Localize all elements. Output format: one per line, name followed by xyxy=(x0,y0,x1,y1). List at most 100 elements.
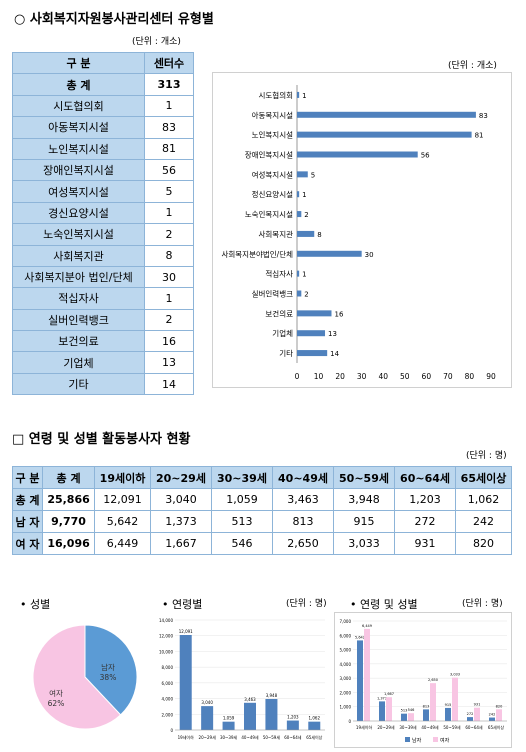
table1-row-label: 경신요양시설 xyxy=(12,201,145,225)
table1-row-value: 56 xyxy=(144,158,194,182)
chart3-value-label: 3,040 xyxy=(201,700,213,705)
chart1-bar xyxy=(297,191,300,198)
table1-row-label: 아동복지시설 xyxy=(12,116,145,139)
chart1-bar xyxy=(297,230,315,237)
table1-row: 적십자사 1 xyxy=(12,287,194,310)
age-bar-svg: 0 2,000 4,000 6,000 8,000 10,000 12,000 14,000 1… xyxy=(159,618,325,740)
table2-header-cell: 20~29세 xyxy=(149,466,212,489)
table1-total-label: 총 계 xyxy=(12,73,145,96)
table1-row-label: 여성복지시설 xyxy=(12,180,145,203)
chart3-y-tick: 10,000 xyxy=(159,649,173,654)
table1-row: 장애인복지시설 56 xyxy=(12,158,194,182)
table2-cell: 3,033 xyxy=(332,532,396,555)
table1-row-label: 적십자사 xyxy=(12,287,145,310)
table2-cell: 6,449 xyxy=(94,532,151,555)
table2-header-cell: 30~39세 xyxy=(210,466,273,489)
chart4-value-label: 3,033 xyxy=(450,673,460,677)
chart3-value-label: 1,062 xyxy=(309,716,321,721)
chart1-category-label: 사회복지관 xyxy=(259,229,294,239)
chart3-bar xyxy=(286,720,299,730)
table1-row: 실버인력뱅크 2 xyxy=(12,308,194,332)
table2-unit: (단위 : 명) xyxy=(466,451,507,461)
table1-row-value: 2 xyxy=(144,223,194,246)
chart4-value-label: 931 xyxy=(474,703,481,707)
chart3-category-label: 50~59세 xyxy=(263,734,281,740)
table1-row-value: 81 xyxy=(144,137,194,160)
table2-row-total: 16,096 xyxy=(42,532,96,555)
chart1-bar xyxy=(297,310,332,317)
chart4-value-label: 820 xyxy=(496,704,503,708)
chart1-bar xyxy=(297,350,328,357)
table1-row-label: 실버인력뱅크 xyxy=(12,308,145,332)
table2-cell: 513 xyxy=(210,510,273,533)
table2-cell: 272 xyxy=(394,510,457,533)
chart1-category-label: 기타 xyxy=(279,349,293,358)
chart4-value-label: 242 xyxy=(489,713,496,717)
chart3-category-label: 19세이하 xyxy=(178,734,194,740)
chart4-category-label: 19세이하 xyxy=(356,724,372,730)
chart4-bar xyxy=(430,683,436,721)
table2-cell: 1,203 xyxy=(394,488,457,511)
table1-row-label: 보건의료 xyxy=(12,330,145,353)
chart4-bar xyxy=(496,709,502,721)
chart3-bar xyxy=(201,706,214,730)
chart4-value-label: 1,373 xyxy=(377,696,387,700)
chart3-y-tick: 14,000 xyxy=(159,618,173,623)
table1-row-label: 장애인복지시설 xyxy=(12,158,145,182)
table1-row-value: 1 xyxy=(144,201,194,225)
chart4-value-label: 272 xyxy=(467,712,474,716)
chart1-value-label: 1 xyxy=(302,271,306,279)
chart1-value-label: 83 xyxy=(479,112,488,120)
table2-cell: 2,650 xyxy=(271,532,335,555)
table2-cell: 813 xyxy=(271,510,335,533)
chart3-value-label: 12,091 xyxy=(179,629,193,634)
chart4-bar xyxy=(401,713,407,721)
chart4-y-tick: 2,000 xyxy=(340,690,352,695)
chart4-legend-label: 여자 xyxy=(440,737,450,744)
gender-chart-title: • 성별 xyxy=(20,598,51,611)
chart1-category-label: 장애인복지시설 xyxy=(245,150,293,160)
table1-row: 기타 14 xyxy=(12,372,194,396)
age-chart-unit: (단위 : 명) xyxy=(286,599,327,609)
table1-row-label: 사회복지관 xyxy=(12,244,145,267)
chart1-bar xyxy=(297,211,302,218)
chart1-value-label: 2 xyxy=(304,211,308,219)
agegender-bar-svg: 0 1,000 2,000 3,000 4,000 5,000 6,000 7,000 5,64… xyxy=(340,619,507,744)
table1-unit: (단위 : 개소) xyxy=(132,37,181,47)
table2-cell: 242 xyxy=(455,510,512,533)
table2-header-cell: 60~64세 xyxy=(394,466,457,489)
chart4-bar xyxy=(408,713,414,721)
table2-row: 남 자 9,770 5,642 1,373 513 813 915 272 242 xyxy=(11,510,512,533)
chart4-bar xyxy=(357,640,363,721)
chart3-y-tick: 2,000 xyxy=(162,712,174,717)
table2-cell: 3,948 xyxy=(332,488,396,511)
chart4-category-label: 50~59세 xyxy=(443,724,461,730)
table1-header-category: 구 분 xyxy=(12,51,145,75)
chart4-y-tick: 3,000 xyxy=(340,676,352,681)
table2-cell: 5,642 xyxy=(94,510,151,533)
chart1-value-label: 1 xyxy=(302,191,306,199)
chart4-legend-swatch xyxy=(405,737,410,742)
table1-row-value: 5 xyxy=(144,180,194,203)
chart1-category-label: 기업체 xyxy=(272,328,293,338)
chart4-value-label: 2,650 xyxy=(428,678,438,682)
section1-title: ○ 사회복지자원봉사관리센터 유형별 xyxy=(14,12,214,27)
agegender-chart-unit: (단위 : 명) xyxy=(462,599,503,609)
table1-row-label: 시도협의회 xyxy=(12,94,145,118)
chart4-category-label: 65세이상 xyxy=(488,724,504,730)
chart1-category-label: 노인복지시설 xyxy=(252,130,293,140)
table2-cell: 1,667 xyxy=(149,532,212,555)
chart4-category-label: 40~49세 xyxy=(421,724,439,730)
table2-row-label: 총 계 xyxy=(11,488,44,511)
chart1-bar xyxy=(297,91,300,98)
chart3-y-tick: 4,000 xyxy=(162,697,174,702)
table1-row: 여성복지시설 5 xyxy=(12,180,194,203)
agegender-bar-chart: 0 1,000 2,000 3,000 4,000 5,000 6,000 7,000 5,64… xyxy=(334,612,512,748)
table2-header-cell: 40~49세 xyxy=(271,466,335,489)
section2-title: □ 연령 및 성별 활동봉사자 현황 xyxy=(12,432,191,447)
chart1-category-label: 실버인력뱅크 xyxy=(252,289,293,299)
table2-cell: 1,059 xyxy=(210,488,273,511)
pie-slice-label: 남자 xyxy=(101,663,115,672)
